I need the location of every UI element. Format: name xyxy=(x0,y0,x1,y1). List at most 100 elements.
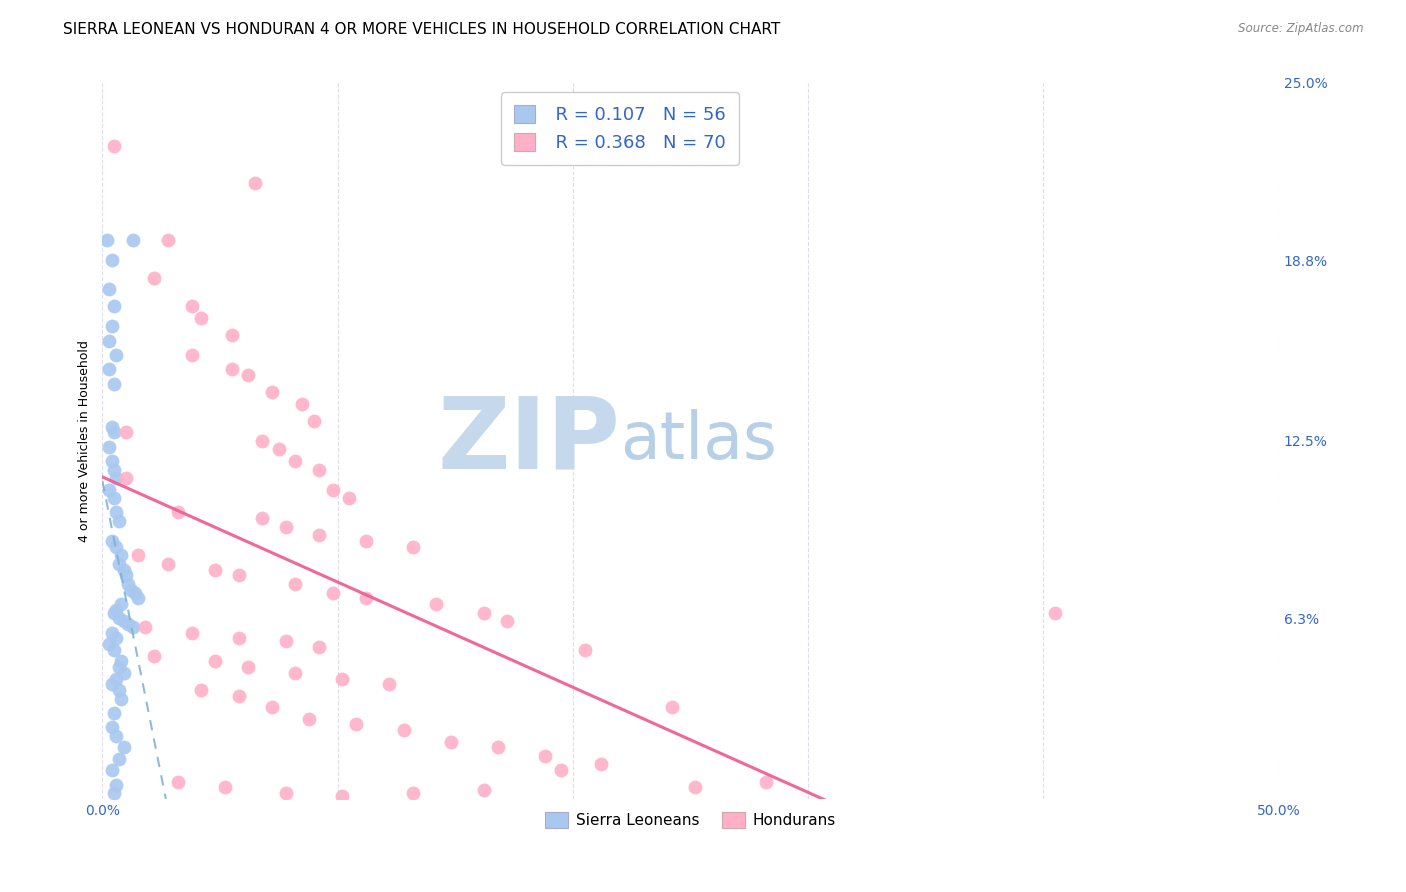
Point xyxy=(322,483,344,497)
Point xyxy=(122,620,145,634)
Point xyxy=(101,454,124,468)
Point xyxy=(472,783,495,797)
Point xyxy=(260,700,283,714)
Point xyxy=(101,677,124,691)
Point xyxy=(302,414,325,428)
Point xyxy=(110,654,132,668)
Point xyxy=(103,299,125,313)
Text: Source: ZipAtlas.com: Source: ZipAtlas.com xyxy=(1239,22,1364,36)
Point xyxy=(103,376,125,391)
Point xyxy=(108,557,131,571)
Point xyxy=(291,397,314,411)
Point xyxy=(117,617,139,632)
Point xyxy=(127,591,149,606)
Point xyxy=(143,270,166,285)
Point xyxy=(214,780,236,795)
Point xyxy=(1045,606,1067,620)
Point xyxy=(402,786,425,800)
Legend: Sierra Leoneans, Hondurans: Sierra Leoneans, Hondurans xyxy=(538,806,842,834)
Point xyxy=(115,568,138,582)
Point xyxy=(274,634,297,648)
Point xyxy=(486,740,509,755)
Point xyxy=(354,534,377,549)
Point xyxy=(105,603,128,617)
Point xyxy=(267,442,290,457)
Point xyxy=(346,717,368,731)
Point xyxy=(98,637,121,651)
Point xyxy=(204,563,226,577)
Point xyxy=(245,176,267,190)
Point xyxy=(103,786,125,800)
Point xyxy=(103,425,125,440)
Point xyxy=(274,520,297,534)
Text: atlas: atlas xyxy=(620,409,776,473)
Point xyxy=(228,568,250,582)
Point xyxy=(180,348,202,362)
Point xyxy=(98,362,121,376)
Point xyxy=(103,643,125,657)
Point xyxy=(591,757,613,772)
Point xyxy=(339,491,361,505)
Point xyxy=(190,683,212,698)
Point xyxy=(105,777,128,791)
Point xyxy=(274,786,297,800)
Point xyxy=(574,643,596,657)
Point xyxy=(105,348,128,362)
Point xyxy=(115,425,138,440)
Point xyxy=(101,534,124,549)
Point xyxy=(204,654,226,668)
Point xyxy=(308,640,330,654)
Point xyxy=(252,511,274,525)
Point xyxy=(103,706,125,720)
Point xyxy=(533,748,555,763)
Point xyxy=(105,506,128,520)
Point xyxy=(322,585,344,599)
Point xyxy=(112,615,135,629)
Point xyxy=(472,606,495,620)
Point xyxy=(98,483,121,497)
Point xyxy=(180,625,202,640)
Point xyxy=(110,597,132,611)
Point xyxy=(180,299,202,313)
Point xyxy=(103,139,125,153)
Point xyxy=(157,234,180,248)
Point xyxy=(105,540,128,554)
Point xyxy=(284,454,307,468)
Point xyxy=(108,514,131,528)
Point xyxy=(661,700,683,714)
Point xyxy=(122,234,145,248)
Point xyxy=(238,660,260,674)
Point xyxy=(101,625,124,640)
Point xyxy=(117,577,139,591)
Point xyxy=(330,789,353,803)
Point xyxy=(439,734,461,748)
Point xyxy=(112,665,135,680)
Point xyxy=(378,677,401,691)
Point xyxy=(108,752,131,766)
Point xyxy=(402,540,425,554)
Point xyxy=(425,597,447,611)
Point xyxy=(115,471,138,485)
Point xyxy=(221,362,243,376)
Point xyxy=(252,434,274,448)
Point xyxy=(110,691,132,706)
Point xyxy=(354,591,377,606)
Point xyxy=(101,720,124,734)
Point xyxy=(103,606,125,620)
Point xyxy=(101,763,124,777)
Y-axis label: 4 or more Vehicles in Household: 4 or more Vehicles in Household xyxy=(79,340,91,541)
Text: ZIP: ZIP xyxy=(437,392,620,490)
Point xyxy=(96,234,118,248)
Point xyxy=(550,763,572,777)
Point xyxy=(308,462,330,476)
Point xyxy=(157,557,180,571)
Point xyxy=(260,385,283,400)
Point xyxy=(298,712,321,726)
Point xyxy=(392,723,415,738)
Point xyxy=(101,319,124,334)
Point xyxy=(105,672,128,686)
Point xyxy=(108,683,131,698)
Point xyxy=(284,577,307,591)
Point xyxy=(228,632,250,646)
Point xyxy=(124,585,146,599)
